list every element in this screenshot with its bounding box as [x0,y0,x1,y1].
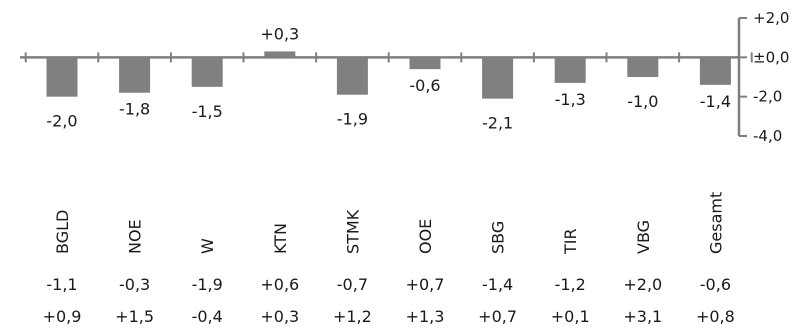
data-label: -2,0 [46,112,77,131]
table-rows-group: -1,1 -0,3 -1,9 +0,6 -0,7 +0,7 -1,4 -1,2 +2,0 -0,6… [43,275,735,326]
data-label: -1,4 [700,92,731,111]
value-labels-group: -2,0 -1,8 -1,5 +0,3 -1,9 -0,6 -2,1 -1,3 -1,0 -1,4 [46,24,731,132]
table-cell: +2,0 [623,275,662,294]
data-label: -1,3 [555,90,586,109]
table-cell: +0,6 [260,275,299,294]
y-ticks-group: +2,0 ±0,0 -2,0 -4,0 [739,9,789,145]
category-label: BGLD [53,210,72,254]
x-ticks-group [24,52,753,63]
table-cell: +0,9 [43,307,82,326]
y-tick-label: -4,0 [753,127,782,145]
category-labels-group: BGLD NOE W KTN STMK OOE SBG TIR VBG Gesamt [53,192,725,255]
data-label: -0,6 [409,76,440,95]
category-label: STMK [343,209,362,254]
table-cell: +3,1 [623,307,662,326]
category-label: W [198,238,217,254]
category-label: NOE [126,219,145,254]
bar-gesamt [699,57,731,85]
table-cell: -0,4 [192,307,223,326]
table-cell: -1,1 [46,275,77,294]
table-cell: -0,6 [700,275,731,294]
bar-ktn [264,51,296,58]
table-cell: +0,8 [696,307,735,326]
table-cell: -1,4 [482,275,513,294]
data-label: -1,0 [627,92,658,111]
bar-w [191,57,223,87]
table-cell: +0,7 [406,275,445,294]
table-cell: +1,2 [333,307,372,326]
y-tick-label: ±0,0 [753,48,789,66]
bars-group [46,51,731,99]
data-label: -1,5 [192,102,223,121]
table-cell: -0,3 [119,275,150,294]
table-cell: +0,3 [260,307,299,326]
data-label: -1,9 [337,110,368,129]
bar-ooe [409,57,441,70]
table-cell: -1,9 [192,275,223,294]
category-label: VBG [634,220,653,254]
category-label: OOE [416,219,435,254]
category-label: Gesamt [706,192,725,254]
data-label: -1,8 [119,100,150,119]
table-cell: +0,7 [478,307,517,326]
y-tick-label: +2,0 [753,9,789,27]
table-cell: +0,1 [551,307,590,326]
bar-noe [119,57,151,93]
bar-sbg [482,57,514,99]
bar-vbg [627,57,659,77]
data-label: +0,3 [260,24,299,43]
bar-tir [554,57,586,83]
bar-stmk [336,57,368,95]
category-label: KTN [271,223,290,254]
table-cell: -0,7 [337,275,368,294]
data-label: -2,1 [482,114,513,133]
bar-bgld [46,57,78,97]
y-tick-label: -2,0 [753,88,782,106]
table-cell: +1,3 [406,307,445,326]
category-label: TIR [561,228,580,255]
category-label: SBG [489,221,508,254]
table-cell: +1,5 [115,307,154,326]
table-cell: -1,2 [555,275,586,294]
